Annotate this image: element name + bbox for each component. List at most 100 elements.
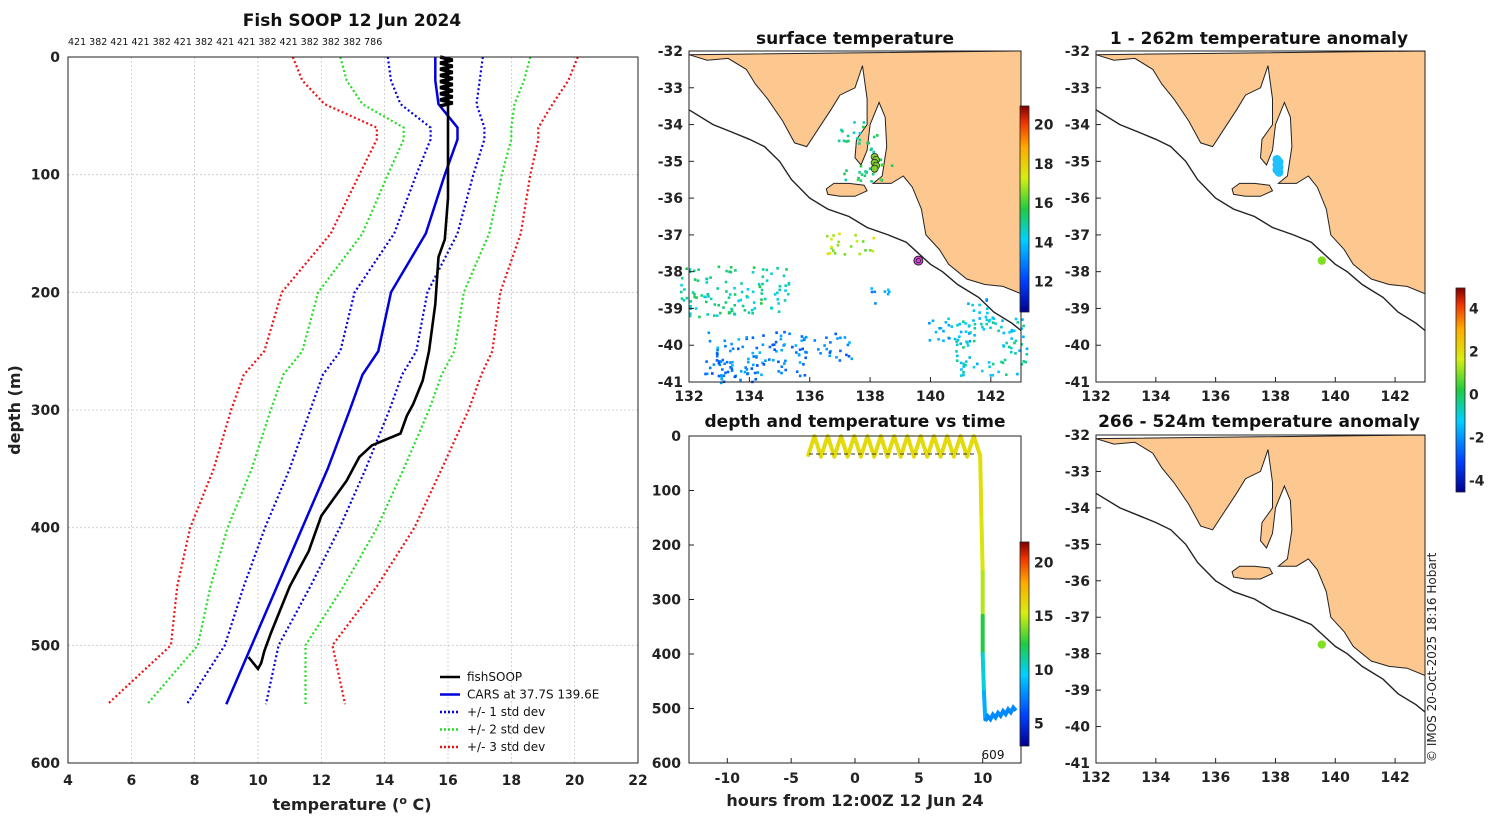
sst-pixel — [744, 366, 747, 369]
sst-pixel — [696, 279, 700, 282]
sst-pixel — [1007, 345, 1011, 349]
sst-pixel — [773, 293, 777, 296]
profile-top-annotation: 421 382 421 421 382 421 382 421 421 382 … — [68, 37, 382, 48]
sst-pixel — [753, 371, 757, 375]
sst-pixel — [985, 299, 988, 302]
y-tick-label: -41 — [1065, 756, 1090, 772]
sst-pixel — [764, 359, 767, 362]
sst-pixel — [752, 266, 756, 269]
sst-pixel — [745, 337, 748, 341]
sst-pixel — [847, 139, 850, 143]
sst-pixel — [823, 344, 826, 347]
sst-pixel — [737, 299, 740, 303]
shelf-break-contour — [1095, 109, 1426, 332]
y-tick-label: -41 — [658, 375, 683, 391]
sst-pixel — [721, 358, 725, 362]
sst-pixel — [848, 341, 851, 344]
sst-pixel — [745, 368, 749, 371]
sst-pixel — [1025, 353, 1029, 356]
sst-pixel — [883, 290, 887, 293]
sst-pixel — [788, 332, 791, 336]
sst-pixel — [984, 315, 988, 319]
sst-pixel — [972, 339, 976, 343]
sst-pixel — [800, 335, 804, 338]
sst-pixel — [985, 318, 989, 322]
sst-pixel — [733, 286, 736, 290]
sst-pixel — [978, 311, 981, 314]
sst-pixel — [1025, 347, 1029, 351]
y-tick-label: -37 — [1065, 228, 1090, 244]
depth-time-series — [805, 434, 1018, 723]
sst-pixel — [800, 339, 803, 342]
sst-pixel — [750, 367, 754, 370]
sst-pixel — [757, 282, 761, 286]
land-kangaroo-island — [1231, 565, 1274, 580]
sst-pixel — [987, 361, 991, 364]
sst-pixel — [839, 336, 842, 340]
sst-pixel — [953, 337, 957, 341]
sst-pixel — [962, 370, 965, 374]
sst-pixel — [697, 268, 700, 271]
sst-pixel — [804, 335, 808, 339]
sst-pixel — [708, 339, 712, 343]
surface-map-title: surface temperature — [756, 29, 954, 49]
sst-pixel — [791, 345, 794, 349]
sst-pixel — [729, 349, 732, 353]
x-tick-label: 16 — [438, 773, 457, 789]
sst-pixel — [843, 336, 847, 339]
sst-pixel — [938, 327, 941, 330]
std-dev-line — [304, 56, 532, 705]
depth-time-axes-frame — [688, 435, 1022, 764]
sst-pixel — [1022, 360, 1025, 363]
y-tick-label: -35 — [658, 154, 683, 170]
sst-pixel — [973, 322, 977, 326]
sst-pixel — [779, 334, 783, 338]
sst-pixel — [758, 285, 762, 289]
map-frame — [1095, 434, 1426, 764]
sst-pixel — [803, 374, 807, 377]
fishsoop-surface-oscillation — [439, 55, 454, 108]
sst-pixel — [1000, 325, 1003, 329]
x-tick-label: 138 — [1261, 770, 1290, 786]
sst-pixel — [839, 349, 842, 353]
colorbar-tick-label: 15 — [1034, 609, 1053, 625]
sst-pixel — [706, 293, 710, 296]
sst-pixel — [773, 348, 776, 351]
std-dev-line — [146, 56, 405, 705]
sst-pixel — [724, 280, 728, 284]
sst-pixel — [712, 363, 716, 366]
sst-pixel — [829, 349, 832, 353]
y-tick-label: -40 — [658, 338, 684, 354]
std-dev-line — [185, 56, 432, 705]
sst-pixel — [962, 320, 965, 323]
y-tick-label: -36 — [1065, 191, 1090, 207]
x-tick-label: 8 — [190, 773, 200, 789]
sst-pixel — [715, 354, 719, 358]
sst-pixel — [755, 346, 759, 350]
sst-pixel — [779, 337, 783, 341]
sst-pixel — [972, 309, 976, 312]
sst-pixel — [752, 363, 755, 367]
sst-pixel — [733, 304, 736, 307]
sst-pixel — [758, 351, 762, 354]
y-tick-label: 0 — [671, 429, 681, 445]
sst-pixel — [991, 321, 995, 324]
sst-pixel — [801, 347, 804, 351]
sst-pixel — [986, 307, 989, 310]
sst-pixel — [842, 139, 846, 143]
x-tick-label: 14 — [375, 773, 395, 789]
sst-pixel — [828, 252, 832, 255]
lower-anomaly-map: 266 - 524m temperature anomaly 132 134 136… — [1065, 412, 1426, 786]
sst-pixel — [978, 317, 981, 320]
descent-trace-segment — [980, 652, 986, 695]
sst-pixel — [761, 275, 765, 279]
sst-pixel — [775, 331, 778, 334]
sst-pixel — [720, 374, 723, 377]
profile-ylabel: depth (m) — [5, 365, 24, 455]
depth-time-title: depth and temperature vs time — [705, 412, 1006, 432]
sst-pixel — [991, 374, 995, 377]
colorbar-gradient — [1019, 541, 1030, 747]
sst-pixel — [780, 371, 783, 375]
sst-pixel — [886, 292, 890, 296]
